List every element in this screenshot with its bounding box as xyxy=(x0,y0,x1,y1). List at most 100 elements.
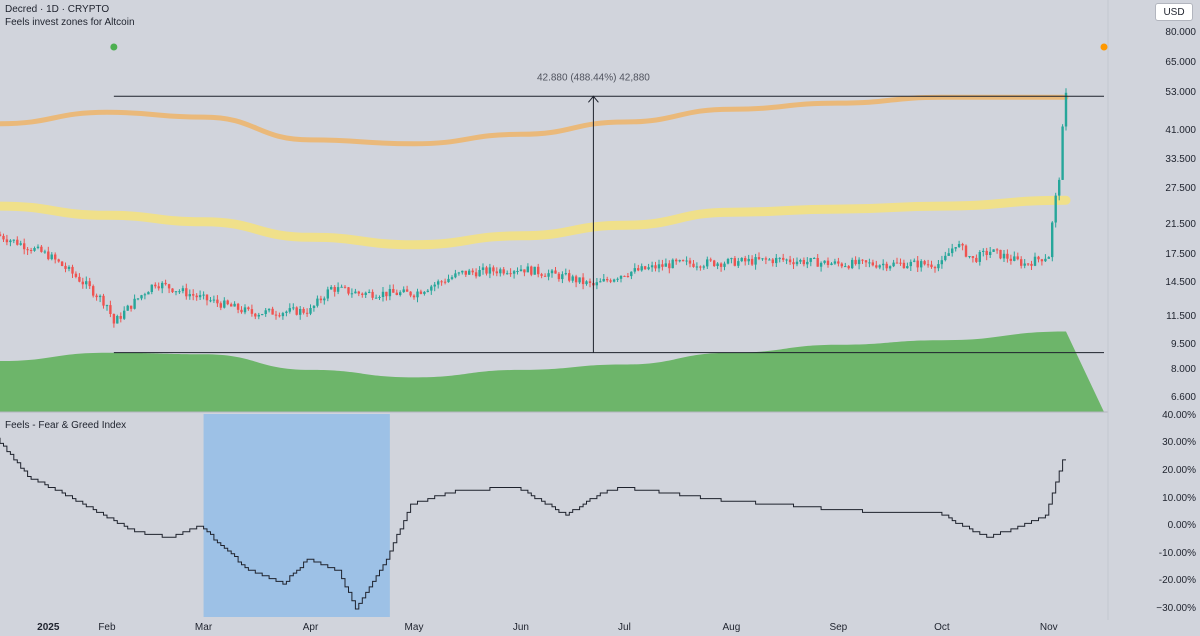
candle xyxy=(923,259,926,266)
candle xyxy=(230,302,233,307)
candle xyxy=(95,293,98,301)
candle xyxy=(509,268,512,277)
candle xyxy=(906,262,909,269)
candle xyxy=(995,248,999,254)
candle xyxy=(368,289,371,294)
candle xyxy=(364,291,367,298)
candle xyxy=(295,306,298,316)
candle xyxy=(205,294,209,306)
candle xyxy=(347,287,350,296)
lower-invest-zone xyxy=(0,331,1104,412)
candle xyxy=(823,260,826,265)
candle xyxy=(250,304,254,317)
fear-greed-line xyxy=(0,437,1066,610)
currency-button[interactable]: USD xyxy=(1155,3,1193,21)
indicator-tick-label: -10.00% xyxy=(1158,547,1196,559)
candle xyxy=(50,252,53,261)
candle xyxy=(330,285,333,290)
price-tick-label: 6.600 xyxy=(1170,392,1196,404)
price-tick-label: 65.000 xyxy=(1165,57,1196,69)
candle xyxy=(254,312,257,320)
measure-arrow xyxy=(588,95,599,103)
time-tick-label: 2025 xyxy=(37,622,60,633)
candle xyxy=(1016,252,1019,261)
candle xyxy=(98,294,102,303)
candle xyxy=(702,264,705,270)
candle xyxy=(119,312,122,323)
candle xyxy=(1058,177,1061,201)
candle xyxy=(371,289,374,301)
candle xyxy=(709,257,712,262)
candle xyxy=(968,256,971,259)
candle xyxy=(1002,250,1006,262)
candle xyxy=(216,295,219,307)
price-tick-label: 9.500 xyxy=(1170,338,1196,350)
indicator-tick-label: 40.00% xyxy=(1162,409,1196,421)
candle xyxy=(302,307,305,315)
candle xyxy=(868,258,871,268)
candle xyxy=(716,262,719,270)
time-tick-label: May xyxy=(404,622,424,633)
candle xyxy=(171,288,174,293)
candle xyxy=(554,267,557,274)
candle xyxy=(706,256,709,269)
candle xyxy=(12,239,15,244)
candle xyxy=(426,289,429,293)
candle xyxy=(71,264,74,278)
candle xyxy=(333,285,336,297)
candle xyxy=(612,278,616,283)
candle xyxy=(640,263,643,272)
candle xyxy=(785,258,788,265)
candle xyxy=(516,267,519,275)
candle xyxy=(150,284,153,295)
candle xyxy=(0,231,2,237)
candle xyxy=(92,284,95,298)
candle xyxy=(619,275,623,283)
price-axis[interactable]: 80.000 65.000 53.000 41.000 33.500 27.500 21.5… xyxy=(1108,24,1200,412)
candle xyxy=(840,262,843,269)
candle xyxy=(992,249,995,252)
indicator-name-invest-zones[interactable]: Feels invest zones for Altcoin xyxy=(5,17,135,28)
candle xyxy=(112,313,116,328)
mid-band-line xyxy=(0,195,1071,250)
upper-band-line xyxy=(0,94,1069,147)
fear-greed-path xyxy=(0,437,1066,610)
candle xyxy=(178,289,181,294)
candle xyxy=(933,265,937,273)
candle xyxy=(657,259,661,273)
candle xyxy=(681,259,685,262)
indicator-name-fear-greed[interactable]: Feels - Fear & Greed Index xyxy=(5,420,127,431)
time-tick-label: Nov xyxy=(1039,622,1058,633)
candle xyxy=(502,267,505,276)
candle xyxy=(1051,221,1054,262)
candle xyxy=(357,290,360,297)
candle xyxy=(761,258,764,261)
candle xyxy=(457,271,461,276)
candle xyxy=(274,310,278,320)
time-axis[interactable]: 2025 Feb Mar Apr May Jun Jul Aug Sep Oct Nov xyxy=(0,620,1108,636)
candle xyxy=(461,270,464,275)
candle xyxy=(664,258,667,267)
measure-tool[interactable]: 42.880 (488.44%) 42,880 xyxy=(113,72,1104,354)
candle xyxy=(916,256,919,272)
candle xyxy=(864,260,868,267)
candle xyxy=(195,293,198,301)
symbol-title[interactable]: Decred · 1D · CRYPTO xyxy=(5,4,110,15)
price-tick-label: 14.500 xyxy=(1165,276,1196,288)
candle xyxy=(606,276,609,283)
candle xyxy=(892,259,895,268)
candle xyxy=(964,244,968,258)
candle xyxy=(78,273,81,283)
candle xyxy=(299,306,302,320)
candle xyxy=(468,268,471,275)
candle xyxy=(578,277,581,284)
time-tick-label: Sep xyxy=(829,622,848,633)
candle xyxy=(157,282,160,291)
candle xyxy=(951,243,954,257)
indicator-axis[interactable]: 40.00% 30.00% 20.00% 10.00% 0.00% -10.00% -20.… xyxy=(1108,409,1200,620)
candle xyxy=(9,239,12,247)
candle xyxy=(788,255,792,265)
candle xyxy=(105,304,109,311)
candle xyxy=(778,257,781,263)
